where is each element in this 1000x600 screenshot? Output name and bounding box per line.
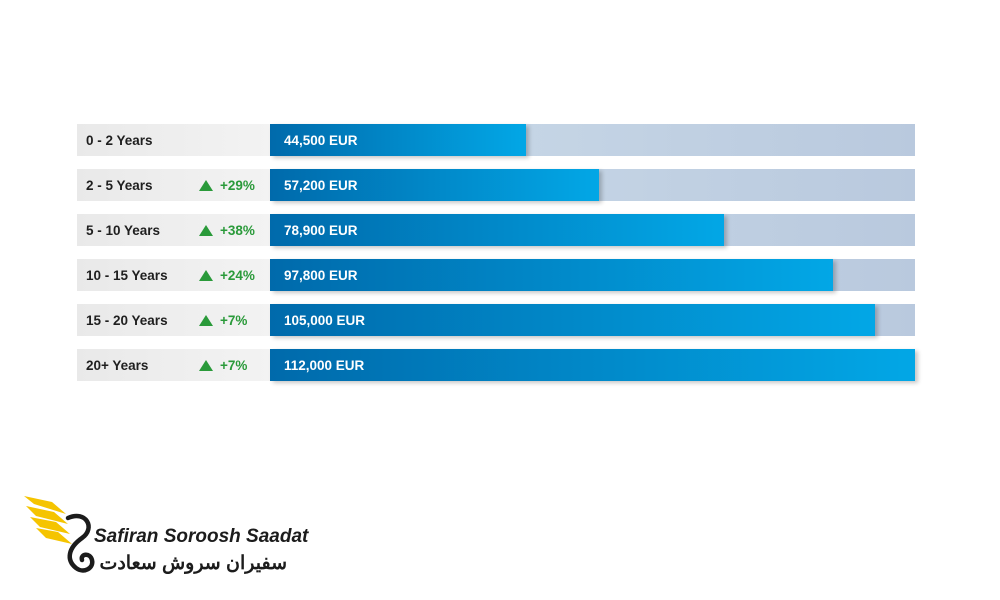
- bar-row: 2 - 5 Years +29% 57,200 EUR: [77, 169, 915, 201]
- salary-bar-chart: 0 - 2 Years 44,500 EUR 2 - 5 Years +29% 57,2…: [77, 124, 915, 394]
- bar-track: 57,200 EUR: [270, 169, 915, 201]
- up-triangle-icon: [199, 315, 213, 326]
- category-cell: 5 - 10 Years +38%: [77, 214, 270, 246]
- growth-indicator: +7%: [199, 349, 247, 383]
- bar-value-label: 78,900 EUR: [284, 223, 358, 238]
- bar-value-label: 97,800 EUR: [284, 268, 358, 283]
- growth-label: +29%: [220, 178, 255, 193]
- bar-row: 10 - 15 Years +24% 97,800 EUR: [77, 259, 915, 291]
- up-triangle-icon: [199, 270, 213, 281]
- growth-label: +7%: [220, 358, 248, 373]
- bar-row: 15 - 20 Years +7% 105,000 EUR: [77, 304, 915, 336]
- bar-track: 112,000 EUR: [270, 349, 915, 381]
- category-label: 2 - 5 Years: [86, 178, 153, 193]
- growth-label: +38%: [220, 223, 255, 238]
- category-cell: 20+ Years +7%: [77, 349, 270, 381]
- category-cell: 10 - 15 Years +24%: [77, 259, 270, 291]
- bar: 78,900 EUR: [270, 214, 724, 246]
- growth-indicator: +38%: [199, 214, 255, 248]
- category-label: 0 - 2 Years: [86, 133, 153, 148]
- bar-value-label: 57,200 EUR: [284, 178, 358, 193]
- category-label: 20+ Years: [86, 358, 149, 373]
- growth-label: +24%: [220, 268, 255, 283]
- up-triangle-icon: [199, 180, 213, 191]
- bar: 97,800 EUR: [270, 259, 833, 291]
- growth-indicator: +24%: [199, 259, 255, 293]
- growth-indicator: +29%: [199, 169, 255, 203]
- up-triangle-icon: [199, 360, 213, 371]
- bar: 112,000 EUR: [270, 349, 915, 381]
- brand-name-en: Safiran Soroosh Saadat: [94, 526, 309, 547]
- bar: 44,500 EUR: [270, 124, 526, 156]
- bar-track: 105,000 EUR: [270, 304, 915, 336]
- bar-value-label: 105,000 EUR: [284, 313, 366, 328]
- category-label: 5 - 10 Years: [86, 223, 161, 238]
- bar-row: 0 - 2 Years 44,500 EUR: [77, 124, 915, 156]
- bar-track: 78,900 EUR: [270, 214, 915, 246]
- bar-row: 20+ Years +7% 112,000 EUR: [77, 349, 915, 381]
- category-cell: 0 - 2 Years: [77, 124, 270, 156]
- bar: 105,000 EUR: [270, 304, 875, 336]
- brand-name-fa: سفیران سروش سعادت: [99, 553, 287, 574]
- bar-row: 5 - 10 Years +38% 78,900 EUR: [77, 214, 915, 246]
- category-label: 10 - 15 Years: [86, 268, 168, 283]
- bar-track: 97,800 EUR: [270, 259, 915, 291]
- bar: 57,200 EUR: [270, 169, 599, 201]
- company-logo: Safiran Soroosh Saadat سفیران سروش سعادت: [22, 492, 308, 582]
- swan-wing-logo-icon: [24, 496, 95, 573]
- growth-indicator: +7%: [199, 304, 247, 338]
- growth-label: +7%: [220, 313, 248, 328]
- category-cell: 2 - 5 Years +29%: [77, 169, 270, 201]
- category-cell: 15 - 20 Years +7%: [77, 304, 270, 336]
- category-label: 15 - 20 Years: [86, 313, 168, 328]
- bar-value-label: 44,500 EUR: [284, 133, 358, 148]
- bar-value-label: 112,000 EUR: [284, 358, 365, 373]
- bar-track: 44,500 EUR: [270, 124, 915, 156]
- up-triangle-icon: [199, 225, 213, 236]
